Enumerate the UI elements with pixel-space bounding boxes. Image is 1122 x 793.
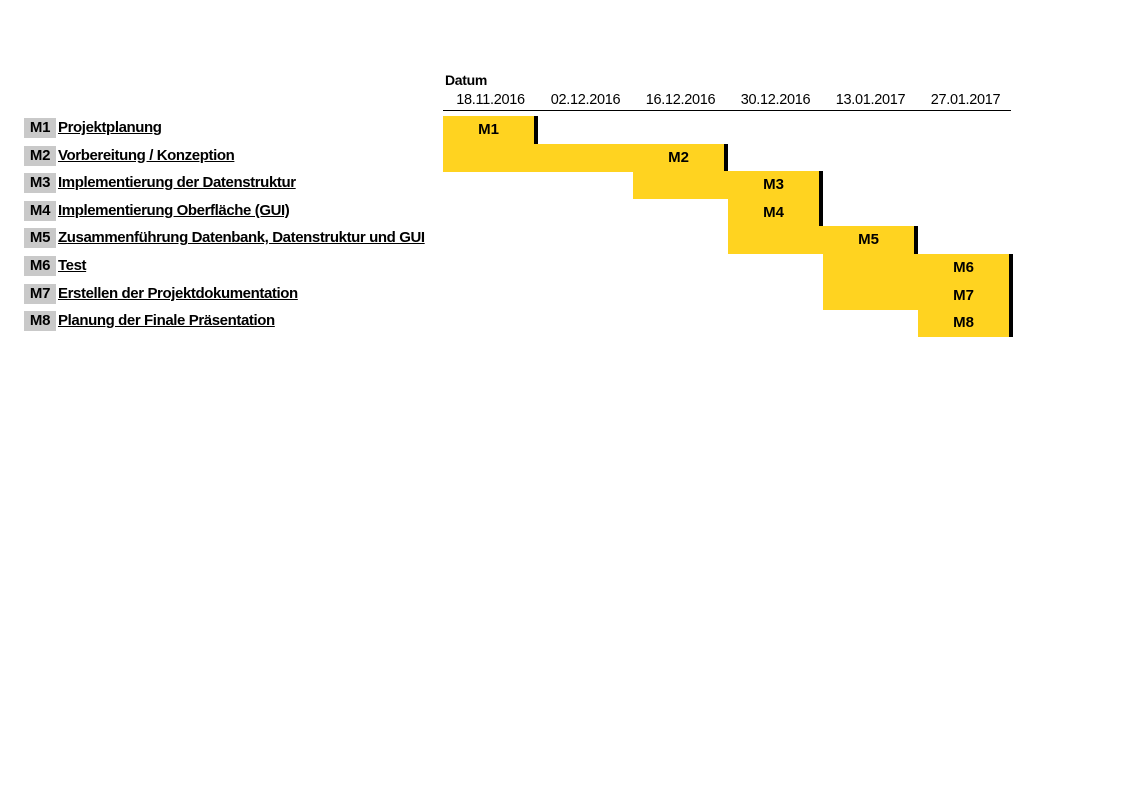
task-name: Implementierung Oberfläche (GUI)	[58, 201, 290, 219]
task-id: M5	[24, 228, 56, 249]
task-name: Vorbereitung / Konzeption	[58, 146, 235, 164]
date-tick-label: 30.12.2016	[740, 92, 811, 108]
date-tick-label: 02.12.2016	[550, 92, 621, 108]
task-name: Test	[58, 257, 87, 274]
bar-label: M3	[763, 176, 784, 194]
bar-label: M4	[763, 203, 784, 221]
task-id: M4	[24, 200, 56, 221]
bar-label: M2	[668, 148, 689, 166]
task-bar	[823, 254, 1013, 282]
task-bar	[918, 309, 1013, 338]
task-id: M6	[24, 256, 56, 276]
task-name: Planung der Finale Präsentation	[58, 312, 275, 330]
task-id: M8	[24, 311, 56, 332]
date-axis: 18.11.2016 02.12.2016 16.12.2016 30.12.2016…	[443, 92, 1011, 111]
task-id: M1	[24, 118, 56, 138]
bar-label: M8	[953, 314, 974, 332]
bar-label: M6	[953, 259, 974, 276]
task-name: Implementierung der Datenstruktur	[58, 174, 296, 192]
task-bar	[633, 171, 823, 200]
task-name: Projektplanung	[58, 119, 162, 136]
task-id: M2	[24, 145, 56, 166]
task-id: M7	[24, 283, 56, 304]
task-name: Zusammenführung Datenbank, Datenstruktur…	[58, 229, 425, 247]
task-bar	[728, 198, 823, 227]
date-tick-label: 18.11.2016	[456, 92, 525, 108]
date-tick-label: 16.12.2016	[645, 92, 716, 108]
task-bar	[728, 226, 918, 255]
task-name: Erstellen der Projektdokumentation	[58, 284, 298, 302]
bar-label: M7	[953, 286, 974, 304]
date-header: Datum	[445, 72, 488, 88]
task-bar	[823, 281, 1013, 310]
date-tick-label: 27.01.2017	[930, 92, 1001, 108]
task-bar	[443, 143, 728, 172]
date-tick-label: 13.01.2017	[835, 92, 906, 108]
task-bar	[443, 116, 538, 144]
bar-label: M1	[478, 121, 499, 138]
bar-label: M5	[858, 231, 879, 249]
task-id: M3	[24, 173, 56, 194]
